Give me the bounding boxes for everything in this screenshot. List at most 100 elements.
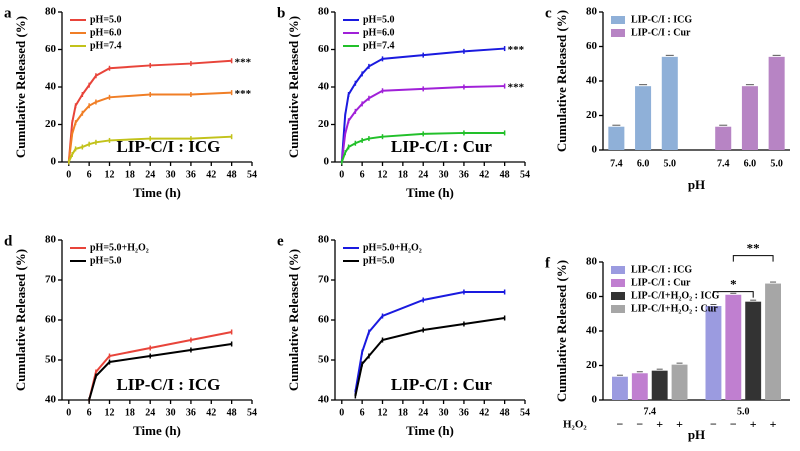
bar — [765, 283, 782, 400]
x-tick-label: 12 — [378, 169, 388, 180]
y-axis-title: Cumulative Released (%) — [286, 16, 301, 158]
legend-label: LIP-C/I : Cur — [631, 27, 691, 38]
bar — [631, 373, 648, 400]
x-tick-label: 6 — [87, 407, 92, 418]
x-tick-label: 5.0 — [770, 158, 783, 169]
x-tick-label: 12 — [105, 407, 115, 418]
bar — [611, 376, 628, 400]
x-tick-label: 30 — [439, 407, 449, 418]
legend-swatch — [611, 266, 625, 274]
x-tick-label: 6 — [360, 407, 365, 418]
y-tick-label: 70 — [318, 274, 330, 286]
x-tick-label: 42 — [479, 407, 489, 418]
x-tick-label: 48 — [500, 169, 510, 180]
bar — [715, 126, 732, 150]
series-line — [340, 85, 505, 163]
x-tick-label: 30 — [439, 169, 449, 180]
bar — [705, 305, 722, 400]
y-tick-label: 70 — [45, 274, 57, 286]
x-tick-label: 0 — [66, 169, 71, 180]
x-tick-label: 7.4 — [644, 406, 657, 417]
x-tick-label: 0 — [339, 169, 344, 180]
legend-label: pH=5.0+H₂O₂ — [363, 242, 422, 253]
x-tick-label: 18 — [398, 407, 408, 418]
legend-swatch — [611, 305, 625, 313]
panel-title: LIP-C/I : ICG — [116, 137, 220, 156]
x-tick-label: 54 — [520, 407, 530, 418]
series-line — [340, 131, 505, 163]
y-axis-title: Cumulative Released (%) — [13, 249, 28, 391]
treatment-sign: + — [676, 417, 683, 431]
x-tick-label: 36 — [186, 169, 196, 180]
y-tick-label: 40 — [586, 325, 598, 337]
x-tick-label: 18 — [125, 407, 135, 418]
treatment-sign: − — [636, 417, 643, 431]
x-tick-label: 42 — [206, 407, 216, 418]
y-tick-label: 60 — [586, 290, 598, 302]
bar — [725, 294, 742, 400]
x-tick-label: 6.0 — [637, 158, 650, 169]
legend-label: pH=6.0 — [363, 27, 395, 38]
x-tick-label: 5.0 — [664, 158, 677, 169]
treatment-sign: + — [750, 417, 757, 431]
legend-swatch — [611, 29, 625, 37]
x-tick-label: 6 — [87, 169, 92, 180]
legend-label: pH=5.0 — [363, 255, 395, 266]
y-axis-title: Cumulative Released (%) — [286, 249, 301, 391]
x-tick-label: 5.0 — [737, 406, 750, 417]
x-tick-label: 48 — [227, 407, 237, 418]
x-tick-label: 36 — [459, 169, 469, 180]
panel-letter: c — [545, 5, 552, 21]
series-line — [67, 91, 232, 163]
x-axis-title: pH — [688, 177, 705, 192]
x-tick-label: 36 — [459, 407, 469, 418]
y-tick-label: 80 — [318, 234, 330, 246]
panel-letter: e — [277, 233, 284, 249]
y-tick-label: 60 — [318, 43, 330, 55]
x-tick-label: 42 — [206, 169, 216, 180]
panel-letter: f — [545, 255, 551, 271]
significance-label: *** — [508, 44, 525, 56]
series-line — [67, 59, 232, 163]
y-tick-label: 50 — [318, 354, 330, 366]
treatment-sign: + — [770, 417, 777, 431]
y-tick-label: 40 — [586, 75, 598, 87]
y-tick-label: 40 — [318, 394, 330, 406]
x-tick-label: 30 — [166, 407, 176, 418]
series-line — [67, 135, 232, 163]
legend-label: LIP-C/I : ICG — [631, 14, 692, 25]
panel-title: LIP-C/I : ICG — [116, 375, 220, 394]
legend-label: pH=5.0+H₂O₂ — [90, 242, 149, 253]
x-tick-label: 7.4 — [717, 158, 730, 169]
x-axis-title: Time (h) — [406, 423, 454, 438]
panel-letter: d — [4, 233, 13, 249]
x-tick-label: 7.4 — [610, 158, 623, 169]
legend-swatch — [611, 292, 625, 300]
legend-label: pH=5.0 — [90, 255, 122, 266]
y-tick-label: 60 — [45, 314, 57, 326]
legend-label: LIP-C/I+H₂O₂ : ICG — [631, 290, 720, 301]
legend-label: pH=7.4 — [363, 40, 395, 51]
x-tick-label: 0 — [66, 407, 71, 418]
significance-bracket — [732, 255, 774, 262]
x-tick-label: 12 — [378, 407, 388, 418]
significance-label: * — [730, 277, 737, 292]
x-tick-label: 48 — [227, 169, 237, 180]
x-tick-label: 0 — [339, 407, 344, 418]
treatment-sign: − — [617, 417, 624, 431]
bar — [745, 301, 762, 400]
treatment-sign: − — [710, 417, 717, 431]
x-tick-label: 24 — [418, 407, 428, 418]
x-tick-label: 42 — [479, 169, 489, 180]
legend-label: pH=6.0 — [90, 27, 122, 38]
y-tick-label: 40 — [45, 394, 57, 406]
y-tick-label: 60 — [318, 314, 330, 326]
x-tick-label: 54 — [247, 169, 257, 180]
x-tick-label: 24 — [418, 169, 428, 180]
y-tick-label: 20 — [586, 359, 598, 371]
y-axis-title: Cumulative Released (%) — [13, 16, 28, 158]
y-tick-label: 20 — [318, 118, 330, 130]
series-line — [340, 47, 505, 163]
y-axis-title: Cumulative Released (%) — [554, 260, 569, 402]
